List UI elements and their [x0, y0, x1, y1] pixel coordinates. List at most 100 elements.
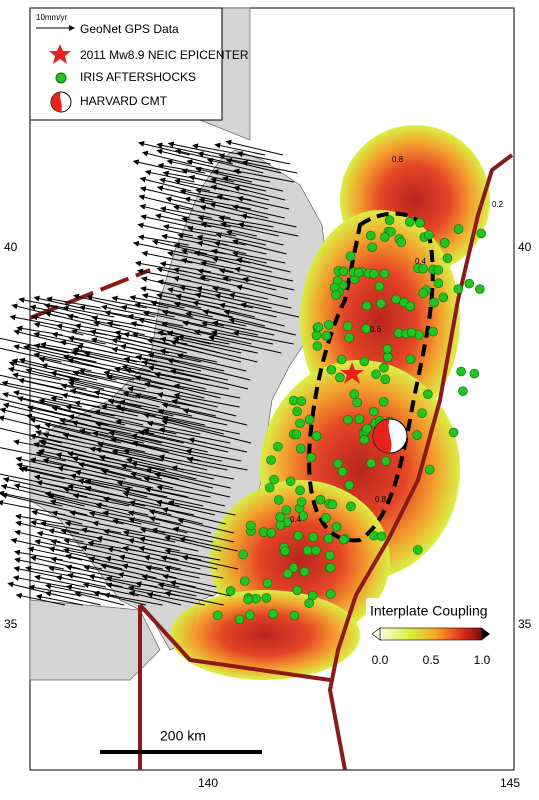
aftershock [391, 294, 401, 305]
gps-arrow [140, 214, 192, 228]
aftershock [333, 458, 343, 469]
gps-arrow [45, 583, 100, 597]
aftershock [335, 372, 345, 383]
gps-arrow [55, 574, 107, 588]
gps-arrow [232, 250, 286, 264]
aftershock [326, 364, 337, 375]
aftershock [308, 532, 319, 542]
gps-arrow [210, 329, 274, 345]
aftershock [366, 458, 376, 469]
aftershock [325, 589, 336, 599]
gps-arrow [156, 484, 211, 498]
gps-arrow [67, 572, 123, 588]
aftershock [298, 511, 309, 521]
gps-arrow [209, 202, 269, 219]
gps-arrow [173, 383, 241, 399]
aftershock [371, 369, 381, 380]
gps-arrow [141, 359, 229, 381]
land [29, 599, 161, 681]
aftershock [296, 396, 307, 407]
gps-arrow [170, 368, 249, 390]
gps-arrow [169, 580, 231, 597]
aftershock [453, 224, 464, 234]
aftershock [362, 423, 372, 434]
gps-arrow [161, 321, 218, 336]
gps-arrow [48, 528, 102, 543]
aftershock [325, 562, 336, 573]
gps-arrow [143, 412, 224, 435]
aftershock [266, 528, 276, 538]
gps-arrow [145, 565, 200, 579]
aftershock [469, 368, 480, 379]
gps-arrow [123, 449, 208, 471]
gps-arrow [172, 336, 242, 354]
gps-arrow [72, 370, 146, 390]
gps-arrow [0, 447, 66, 462]
gps-arrow [7, 366, 62, 381]
gps-arrow [237, 222, 299, 237]
gps-arrow [0, 337, 69, 354]
gps-arrow [218, 268, 271, 282]
gps-arrow [43, 303, 96, 318]
gps-arrow [200, 221, 257, 237]
aftershock [295, 418, 305, 429]
gps-arrow [111, 337, 169, 354]
gps-arrow [181, 554, 239, 570]
gps-arrow [23, 344, 97, 363]
aftershock [312, 341, 323, 351]
gps-arrow [173, 267, 232, 282]
gps-arrow [78, 428, 169, 453]
aftershock [275, 512, 285, 522]
aftershock [275, 520, 286, 530]
gps-arrow [13, 390, 83, 408]
aftershock [311, 545, 321, 556]
aftershock [336, 354, 347, 365]
aftershock [289, 610, 300, 621]
aftershock [293, 531, 303, 541]
gps-arrow [40, 439, 123, 462]
colorbar [379, 627, 483, 641]
gps-arrow [164, 535, 222, 552]
gps-arrow [213, 240, 267, 255]
gps-arrow [69, 388, 142, 408]
gps-arrow [93, 590, 147, 606]
gps-arrow [222, 275, 277, 291]
gps-arrow [111, 449, 164, 462]
gps-arrow [13, 566, 64, 579]
gps-arrow [211, 256, 272, 273]
gps-arrow [36, 530, 85, 543]
aftershock [380, 374, 391, 385]
aftershock [365, 230, 376, 241]
aftershock [225, 586, 236, 596]
gps-arrow [160, 555, 218, 570]
gps-arrow [210, 184, 269, 201]
gps-arrow [158, 427, 231, 444]
gps-arrow [106, 320, 167, 336]
gps-arrow [240, 302, 299, 318]
aftershock [423, 389, 433, 399]
gps-arrow [174, 178, 230, 192]
aftershock [288, 563, 299, 573]
gps-arrow [185, 311, 247, 327]
aftershock [374, 281, 385, 292]
aftershock [424, 230, 434, 240]
gps-arrow [33, 331, 84, 345]
aftershock [269, 474, 279, 485]
aftershock [369, 269, 379, 279]
legend-scale: 10mm/yr [36, 13, 67, 22]
aftershock [338, 266, 349, 277]
gps-arrow [38, 398, 115, 417]
gps-arrow [103, 370, 185, 390]
gps-arrow [154, 371, 229, 390]
gps-arrow [95, 502, 149, 516]
aftershock [266, 455, 276, 465]
gps-arrow [220, 221, 279, 237]
gps-arrow [114, 404, 205, 426]
aftershock [313, 322, 324, 332]
gps-arrow [115, 334, 188, 354]
gps-arrow [235, 284, 289, 300]
gps-arrow [108, 430, 191, 453]
gps-arrow [157, 582, 214, 597]
legend-item: IRIS AFTERSHOCKS [80, 70, 196, 84]
